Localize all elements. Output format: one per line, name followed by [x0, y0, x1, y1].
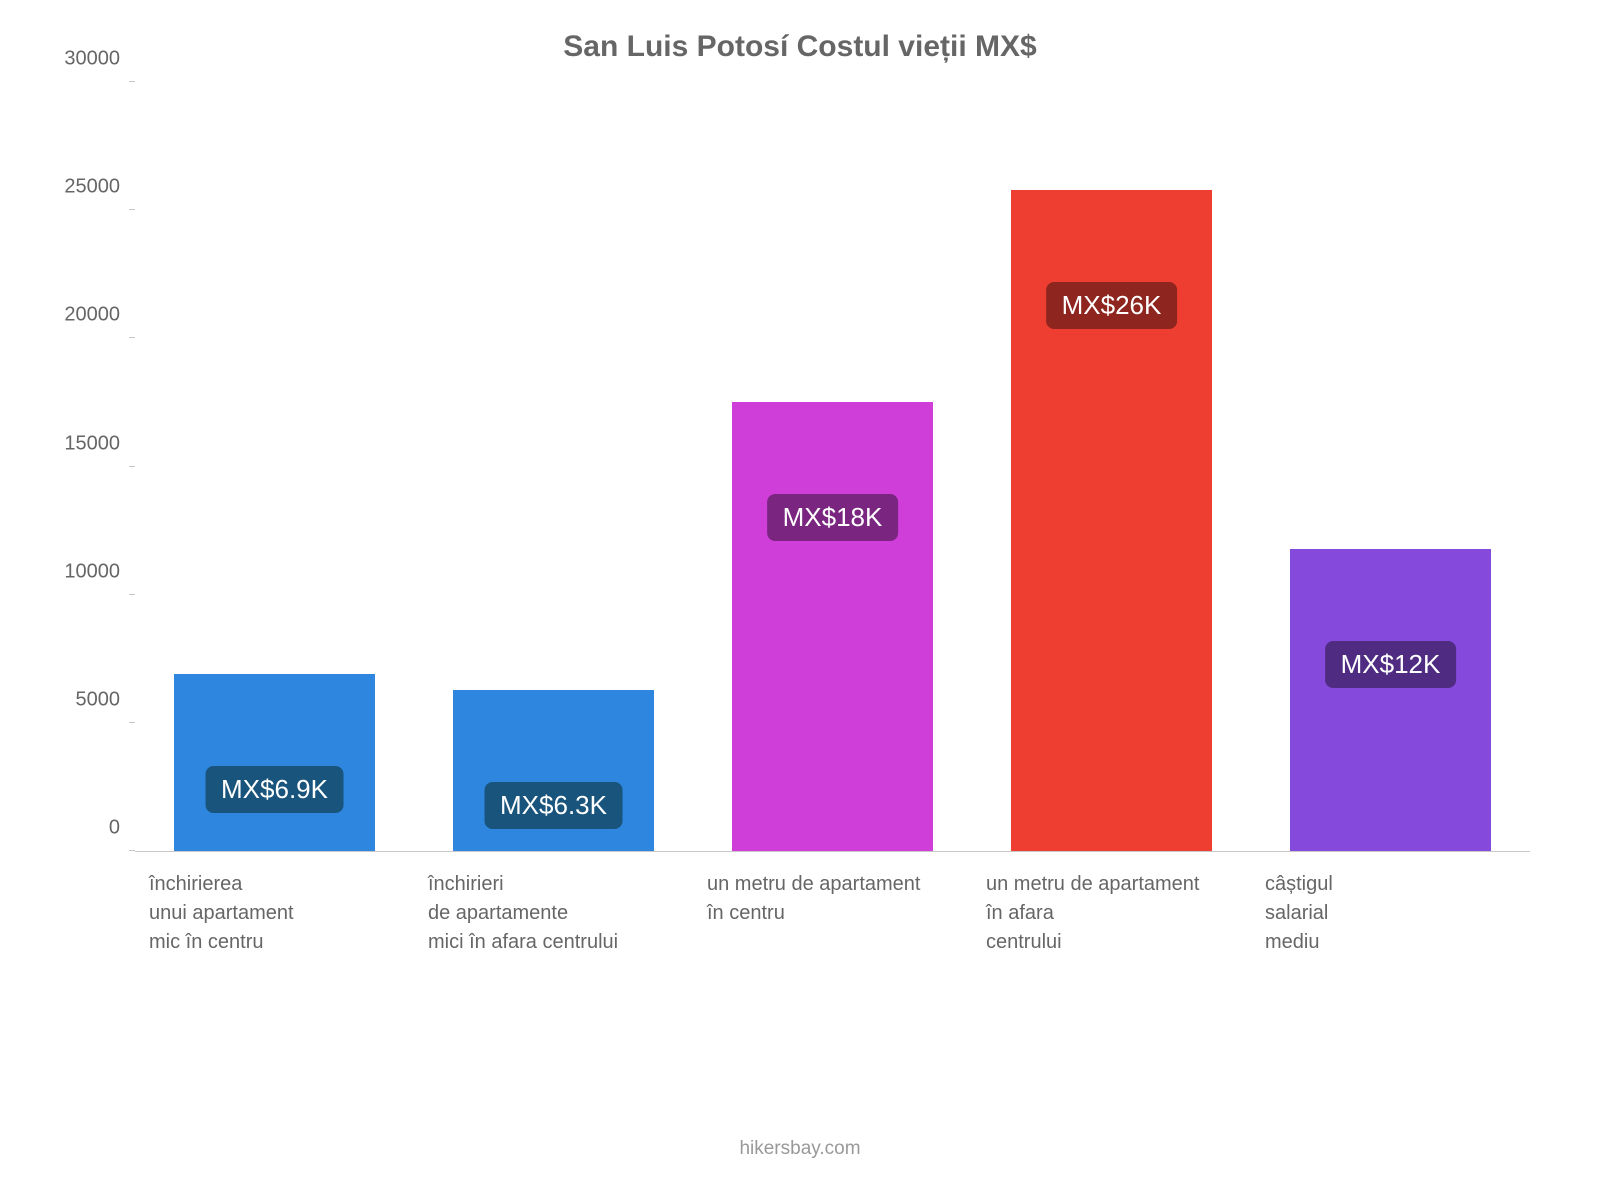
y-tick-label: 30000 — [40, 48, 120, 71]
x-tick-label: un metru de apartament în afara centrulu… — [972, 870, 1251, 957]
y-tick-mark — [129, 594, 135, 595]
x-tick-label: câștigul salarial mediu — [1251, 870, 1530, 957]
value-badge: MX$12K — [1325, 641, 1457, 688]
chart-container: San Luis Potosí Costul vieții MX$ MX$6.9… — [0, 0, 1600, 1200]
bar: MX$6.3K — [453, 690, 654, 851]
y-tick-label: 20000 — [40, 304, 120, 327]
plot-area: MX$6.9KMX$6.3KMX$18KMX$26KMX$12K 0500010… — [135, 82, 1530, 852]
value-badge: MX$6.9K — [205, 766, 344, 813]
bar: MX$12K — [1290, 549, 1491, 851]
attribution-footer: hikersbay.com — [0, 1138, 1600, 1160]
y-tick-label: 0 — [40, 817, 120, 840]
y-tick-mark — [129, 337, 135, 338]
y-tick-label: 10000 — [40, 560, 120, 583]
y-tick-mark — [129, 722, 135, 723]
y-tick-mark — [129, 850, 135, 851]
y-tick-mark — [129, 466, 135, 467]
value-badge: MX$6.3K — [484, 782, 623, 829]
bar-slot: MX$6.3K — [414, 82, 693, 851]
bar-slot: MX$12K — [1251, 82, 1530, 851]
y-tick-mark — [129, 209, 135, 210]
bar: MX$18K — [732, 402, 933, 851]
x-axis-labels: închirierea unui apartament mic în centr… — [135, 870, 1530, 957]
y-tick-label: 25000 — [40, 176, 120, 199]
value-badge: MX$18K — [767, 494, 899, 541]
x-tick-label: închirierea unui apartament mic în centr… — [135, 870, 414, 957]
x-tick-label: închirieri de apartamente mici în afara … — [414, 870, 693, 957]
chart-title: San Luis Potosí Costul vieții MX$ — [40, 30, 1560, 64]
bars-row: MX$6.9K MX$6.3K MX$18K MX$26K MX$12K — [135, 82, 1530, 851]
bar-slot: MX$6.9K — [135, 82, 414, 851]
bar: MX$6.9K — [174, 674, 375, 851]
bar-slot: MX$26K — [972, 82, 1251, 851]
value-badge: MX$26K — [1046, 282, 1178, 329]
bar: MX$26K — [1011, 190, 1212, 851]
y-tick-mark — [129, 81, 135, 82]
bar-slot: MX$18K — [693, 82, 972, 851]
x-tick-label: un metru de apartament în centru — [693, 870, 972, 957]
y-tick-label: 5000 — [40, 688, 120, 711]
y-tick-label: 15000 — [40, 432, 120, 455]
